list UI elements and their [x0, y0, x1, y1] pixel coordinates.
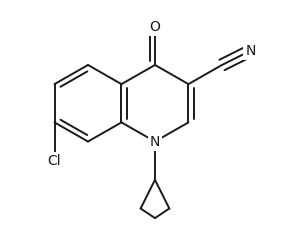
- Text: N: N: [150, 135, 160, 149]
- Text: N: N: [246, 44, 256, 58]
- Text: O: O: [150, 20, 160, 34]
- Text: Cl: Cl: [48, 154, 61, 168]
